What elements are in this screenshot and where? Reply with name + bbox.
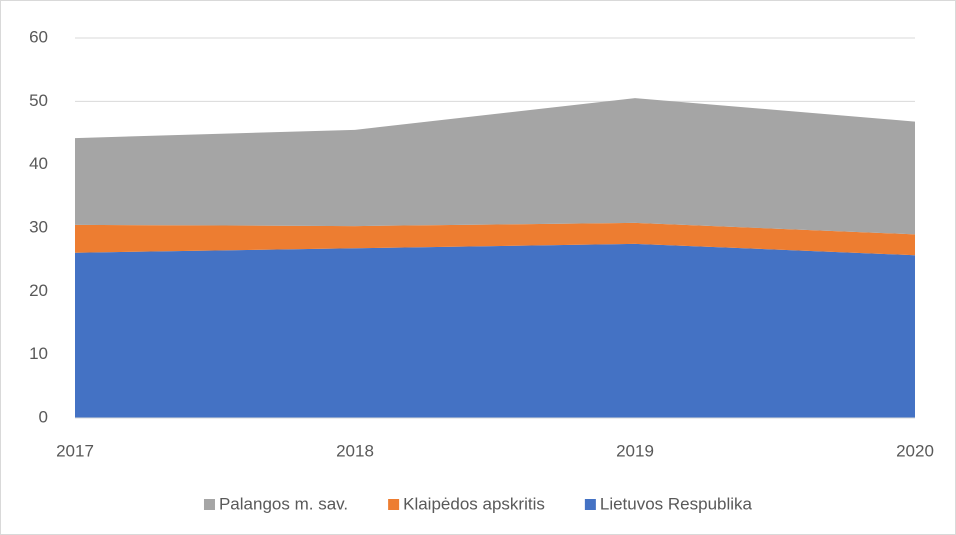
x-tick-label: 2018 [336, 441, 374, 460]
y-tick-label: 60 [29, 27, 48, 46]
legend-label: Palangos m. sav. [219, 494, 348, 513]
y-tick-label: 30 [29, 217, 48, 236]
area [75, 243, 915, 418]
y-tick-label: 50 [29, 91, 48, 110]
area [75, 98, 915, 235]
x-tick-label: 2020 [896, 441, 934, 460]
y-tick-label: 10 [29, 344, 48, 363]
y-tick-label: 0 [39, 407, 48, 426]
x-tick-label: 2019 [616, 441, 654, 460]
y-tick-label: 40 [29, 154, 48, 173]
legend-swatch [203, 499, 215, 510]
legend-label: Klaipėdos apskritis [403, 494, 545, 513]
y-tick-label: 20 [29, 281, 48, 300]
area [75, 222, 915, 256]
x-tick-label: 2017 [56, 441, 94, 460]
legend-swatch [388, 499, 400, 510]
legend-label: Lietuvos Respublika [600, 494, 753, 513]
legend-swatch [584, 499, 596, 510]
